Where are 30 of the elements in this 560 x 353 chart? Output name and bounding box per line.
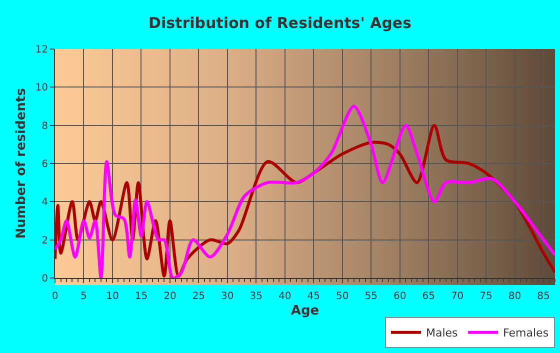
x-tick-label: 5 <box>80 291 87 302</box>
x-tick-label: 20 <box>164 291 176 302</box>
x-tick-label: 55 <box>364 291 378 302</box>
legend-label: Females <box>503 326 549 340</box>
x-tick-label: 50 <box>336 291 349 302</box>
x-tick-label: 70 <box>450 291 464 302</box>
x-tick-label: 80 <box>508 291 522 302</box>
x-tick-label: 15 <box>134 291 148 302</box>
x-tick-label: 85 <box>537 291 550 302</box>
chart-title: Distribution of Residents' Ages <box>148 14 412 32</box>
y-tick-label: 0 <box>42 274 48 284</box>
y-tick-label: 8 <box>42 120 48 132</box>
x-tick-label: 40 <box>278 291 292 302</box>
y-tick-label: 2 <box>42 235 48 246</box>
legend-label: Males <box>426 326 458 340</box>
x-tick-label: 45 <box>307 291 320 302</box>
x-tick-label: 35 <box>250 291 263 302</box>
x-tick-label: 60 <box>393 291 406 302</box>
x-tick-label: 75 <box>480 291 492 302</box>
x-tick-label: 65 <box>422 291 435 302</box>
x-tick-label: 30 <box>221 291 234 302</box>
y-tick-label: 10 <box>35 82 48 94</box>
x-tick-label: 25 <box>192 291 206 302</box>
x-tick-label: 0 <box>52 291 58 302</box>
y-tick-label: 6 <box>42 159 48 170</box>
x-axis-title: Age <box>290 304 320 319</box>
y-tick-label: 4 <box>42 197 48 208</box>
x-tick-label: 10 <box>106 291 119 302</box>
y-axis-title: Number of residents <box>14 88 30 239</box>
y-tick-label: 12 <box>35 44 48 56</box>
